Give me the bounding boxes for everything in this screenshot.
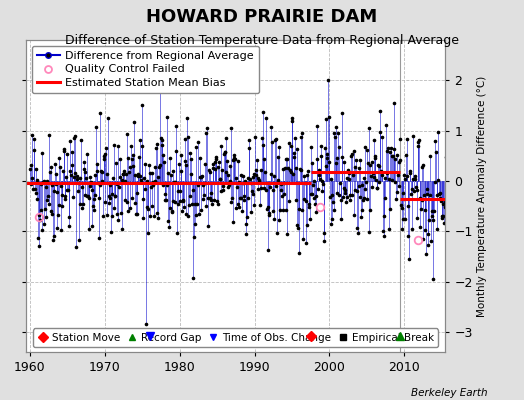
Text: HOWARD PRAIRIE DAM: HOWARD PRAIRIE DAM: [146, 8, 378, 26]
Text: Berkeley Earth: Berkeley Earth: [411, 388, 487, 398]
Legend: Station Move, Record Gap, Time of Obs. Change, Empirical Break: Station Move, Record Gap, Time of Obs. C…: [33, 328, 439, 347]
Y-axis label: Monthly Temperature Anomaly Difference (°C): Monthly Temperature Anomaly Difference (…: [477, 75, 487, 317]
Text: Difference of Station Temperature Data from Regional Average: Difference of Station Temperature Data f…: [65, 34, 459, 47]
